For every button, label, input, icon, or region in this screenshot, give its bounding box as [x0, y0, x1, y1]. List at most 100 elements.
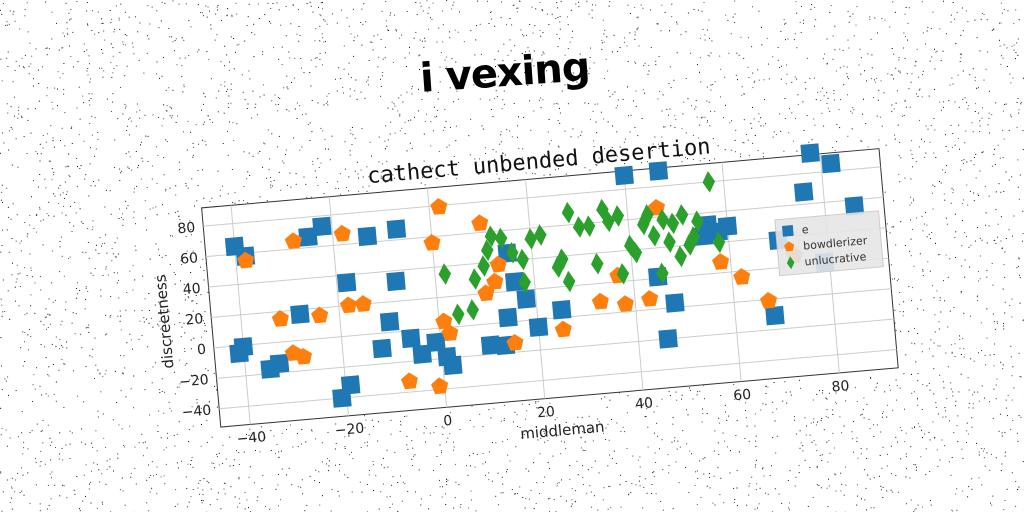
data-point	[477, 255, 490, 277]
x-tick-label: 20	[536, 404, 555, 421]
data-point	[312, 216, 332, 237]
data-point	[431, 377, 449, 395]
data-point	[430, 198, 448, 215]
plot-area: −40 −20 0 20 40 60 80 −40 −20 0 20 40 60 80	[177, 143, 899, 448]
data-point	[611, 205, 625, 227]
data-point	[333, 224, 351, 242]
y-gridline	[211, 257, 889, 318]
chart-canvas: cathect unbended desertion −40 −20 0 20 40 60…	[151, 134, 899, 448]
data-point	[591, 292, 609, 310]
x-tick-label: −40	[236, 429, 267, 448]
data-point	[561, 201, 575, 224]
data-point	[683, 234, 696, 256]
data-point	[357, 226, 378, 247]
series-unlucrative	[438, 171, 726, 326]
data-point	[793, 182, 814, 202]
data-point	[468, 268, 482, 290]
data-point	[647, 224, 661, 247]
data-point	[821, 153, 841, 174]
data-point	[656, 262, 669, 285]
data-point	[516, 289, 536, 309]
data-point	[691, 210, 704, 232]
data-point	[528, 317, 549, 337]
y-gridline	[219, 349, 897, 410]
x-tick-label: −20	[334, 421, 365, 440]
data-point	[489, 255, 507, 273]
data-point	[733, 268, 751, 285]
data-point	[506, 333, 524, 351]
data-point	[423, 233, 441, 251]
data-point	[401, 328, 421, 349]
data-point	[332, 388, 352, 408]
data-point	[484, 225, 498, 247]
data-point	[441, 324, 459, 342]
data-point	[480, 335, 501, 355]
legend-marker	[781, 225, 794, 237]
y-tick-label: −20	[179, 372, 210, 391]
data-point	[554, 320, 572, 338]
data-point	[494, 227, 508, 250]
x-tick-label: 40	[635, 395, 654, 412]
data-point	[582, 215, 596, 237]
data-point	[477, 284, 495, 302]
data-point	[616, 263, 630, 285]
data-point	[290, 304, 310, 325]
data-point	[524, 228, 538, 250]
data-point	[800, 143, 820, 163]
data-point	[438, 263, 452, 285]
legend-label: e	[801, 223, 809, 237]
data-point	[426, 332, 446, 353]
data-point	[284, 344, 302, 361]
x-tick-label: 60	[733, 387, 752, 404]
data-point	[614, 165, 634, 186]
y-tick-label: 80	[177, 220, 196, 237]
legend-box	[774, 210, 884, 277]
data-point	[372, 338, 392, 359]
y-tick-label: −40	[181, 402, 212, 421]
y-tick-label: 0	[196, 342, 206, 359]
data-point	[629, 241, 643, 264]
scatter-chart: cathect unbended desertion −40 −20 0 20 40 60…	[139, 118, 911, 462]
data-point	[656, 208, 669, 231]
data-point	[516, 248, 529, 271]
data-point	[572, 216, 586, 238]
data-point	[759, 291, 778, 309]
data-point	[237, 251, 255, 269]
data-point	[386, 271, 406, 292]
data-point	[674, 245, 687, 268]
data-point	[702, 171, 716, 193]
data-point	[271, 310, 289, 327]
data-point	[443, 355, 463, 376]
data-point	[602, 210, 615, 233]
data-point	[354, 295, 372, 312]
data-point	[480, 239, 494, 262]
data-point	[616, 295, 634, 312]
data-point	[551, 300, 572, 320]
data-point	[666, 212, 680, 235]
data-point	[658, 329, 678, 349]
data-point	[311, 306, 329, 324]
data-point	[339, 296, 357, 314]
data-point	[466, 299, 479, 321]
data-point	[504, 271, 525, 292]
data-point	[712, 253, 730, 270]
data-point	[534, 224, 547, 246]
legend-label: unlucrative	[804, 250, 867, 268]
data-point	[260, 359, 280, 379]
data-point	[717, 216, 738, 237]
y-tick-label: 20	[185, 311, 204, 328]
data-point	[663, 231, 676, 253]
data-point	[498, 307, 518, 328]
data-point	[412, 344, 432, 364]
y-tick-label: 40	[182, 281, 201, 298]
legend-label: bowdlerizer	[803, 234, 869, 253]
data-point	[386, 219, 407, 239]
data-point	[435, 312, 453, 330]
y-gridline	[213, 288, 892, 349]
data-point	[518, 271, 531, 294]
data-point	[336, 272, 357, 293]
data-point	[471, 214, 489, 232]
y-tick-label: 60	[180, 250, 199, 267]
data-point	[648, 161, 669, 181]
